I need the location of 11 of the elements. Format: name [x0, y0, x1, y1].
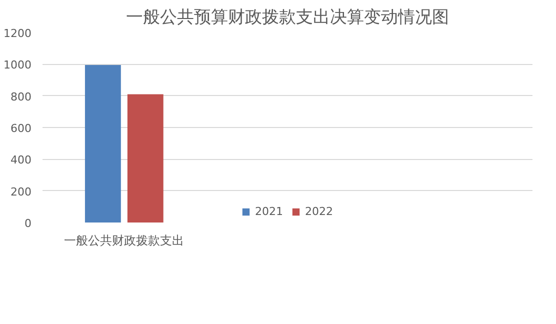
y-tick-label: 1200 — [4, 27, 32, 40]
y-tick-label: 600 — [10, 122, 32, 135]
y-tick-label: 0 — [24, 217, 32, 230]
y-tick-label: 200 — [10, 185, 32, 198]
x-tick-label: 一般公共财政拨款支出 — [64, 234, 184, 248]
legend-label: 2022 — [305, 205, 333, 218]
y-tick-label: 400 — [10, 154, 32, 167]
y-tick-label: 800 — [10, 90, 32, 104]
y-tick-label: 1000 — [4, 58, 32, 72]
legend-label: 2021 — [255, 205, 283, 218]
chart-title: 一般公共预算财政拨款支出决算变动情况图 — [126, 8, 449, 28]
